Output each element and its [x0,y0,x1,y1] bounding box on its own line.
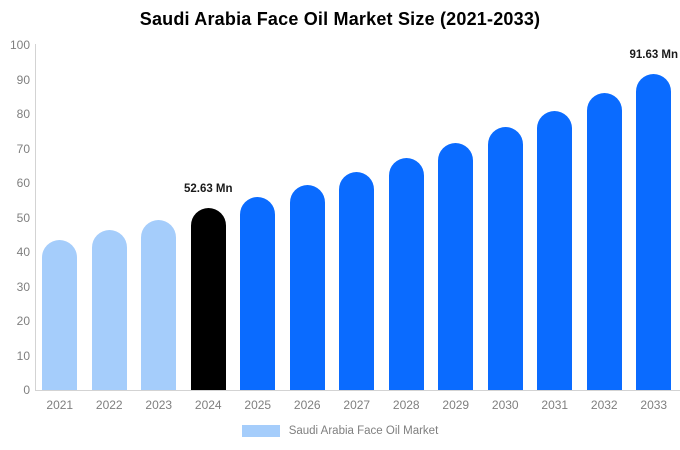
y-tick-label: 0 [23,383,30,397]
bar-2029 [438,142,474,390]
y-tick-label: 90 [16,72,30,87]
bar-2021 [42,239,78,390]
bar-2023 [141,219,177,390]
value-label-2024: 52.63 Mn [183,183,233,196]
bar-2022 [91,229,127,390]
x-tick-label-2031: 2031 [541,398,569,412]
bar-2032 [586,92,622,390]
legend: Saudi Arabia Face Oil Market [0,425,680,437]
bar-2025 [240,196,276,390]
y-tick-label: 60 [16,176,30,190]
x-tick-label-2027: 2027 [343,398,371,412]
y-tick-label: 10 [16,348,30,363]
bar-2026 [289,184,325,390]
x-tick-label-2029: 2029 [442,398,470,412]
value-label-2033: 91.63 Mn [629,48,679,61]
y-tick-label: 70 [16,141,30,156]
y-tick-label: 30 [16,279,30,294]
chart-title: Saudi Arabia Face Oil Market Size (2021-… [139,9,541,29]
x-tick-label-2022: 2022 [95,398,123,412]
bar-2027 [339,171,375,390]
y-tick-label: 80 [16,107,30,121]
x-tick-label-2030: 2030 [491,398,519,412]
bar-2033 [636,73,672,390]
y-tick-label: 100 [9,38,30,52]
x-tick-label-2026: 2026 [293,398,321,412]
x-tick-label-2032: 2032 [590,398,618,412]
x-tick-label-2024: 2024 [194,398,222,412]
legend-label: Saudi Arabia Face Oil Market [288,425,439,437]
legend-item[interactable]: Saudi Arabia Face Oil Market [241,425,439,437]
y-tick-label: 50 [16,210,30,225]
legend-swatch-icon [241,425,280,437]
y-tick-label: 40 [16,245,30,259]
bar-2028 [388,157,424,390]
bar-2024 [190,208,226,390]
y-tick-label: 20 [16,314,30,328]
x-tick-label-2025: 2025 [244,398,272,412]
x-tick-label-2021: 2021 [46,398,74,412]
x-axis-line [35,390,680,391]
bar-2030 [487,127,523,390]
y-axis-line [35,44,36,390]
x-tick-label-2023: 2023 [145,398,173,412]
x-tick-label-2028: 2028 [392,398,420,412]
x-tick-label-2033: 2033 [640,398,668,412]
bar-2031 [537,110,573,390]
